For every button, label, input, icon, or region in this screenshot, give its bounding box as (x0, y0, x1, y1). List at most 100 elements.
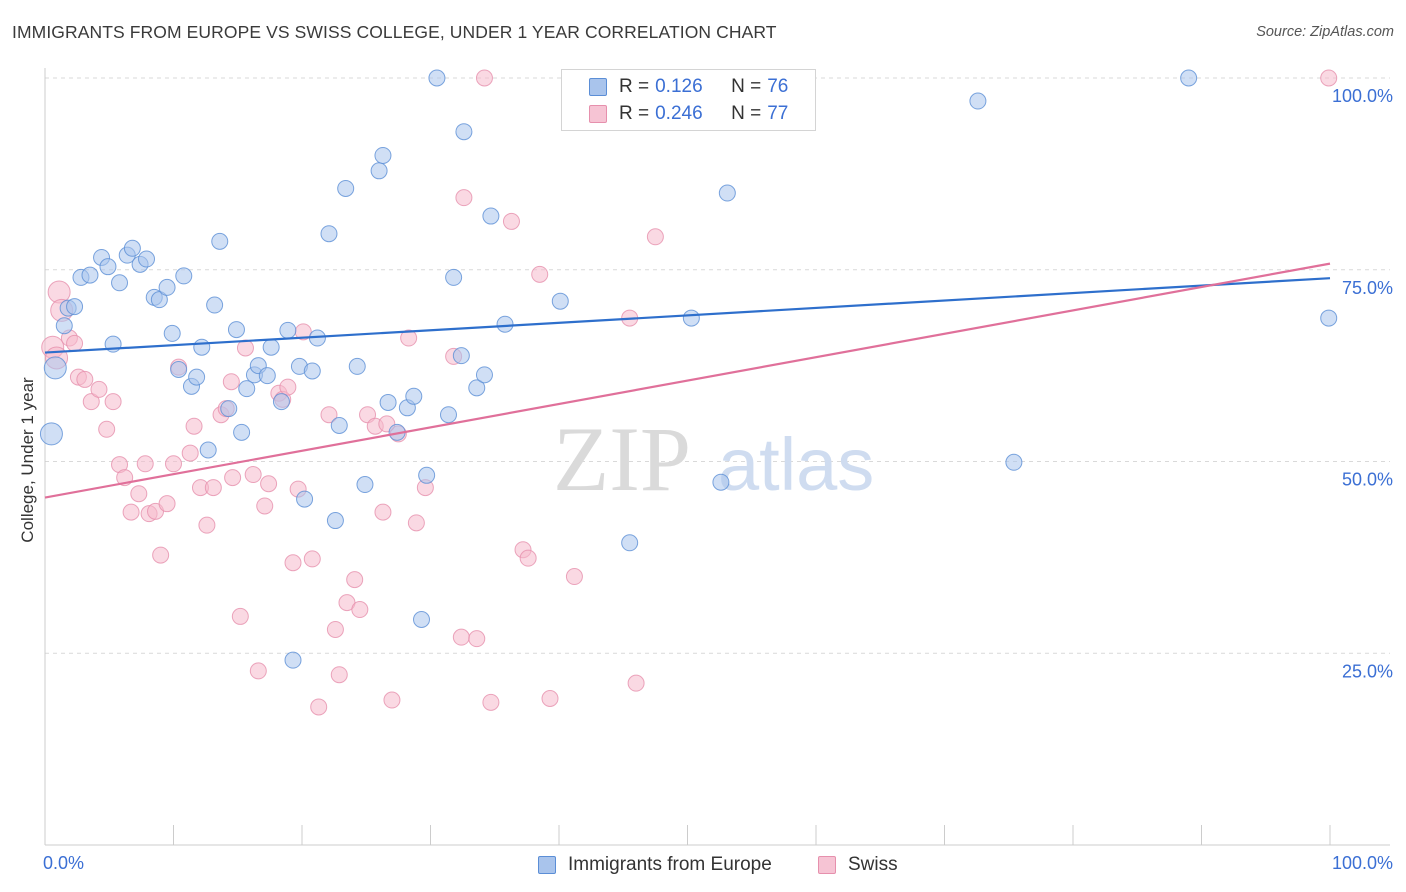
point-europe (55, 317, 73, 335)
point-swiss (541, 690, 559, 708)
bottom-legend-swiss[interactable]: Swiss (818, 852, 898, 878)
point-europe (39, 422, 63, 446)
point-swiss (452, 628, 470, 646)
legend-r-label: R = (619, 103, 650, 124)
source-label: Source: ZipAtlas.com (1256, 24, 1394, 40)
data-points (39, 69, 1338, 716)
bottom-legend-swatch-europe (538, 856, 556, 874)
point-swiss (224, 469, 242, 487)
point-swiss (185, 417, 203, 435)
legend-n-value: 76 (767, 76, 789, 97)
point-swiss (320, 406, 338, 424)
point-europe (99, 258, 117, 276)
legend-swatch-swiss (589, 105, 607, 123)
point-swiss (152, 546, 170, 564)
point-europe (482, 207, 500, 225)
point-europe (682, 309, 700, 327)
trend-line-europe (44, 277, 1331, 354)
y-tick-label: 100.0% (1332, 86, 1393, 106)
axes (44, 68, 1390, 846)
point-europe (551, 292, 569, 310)
legend-n-label: N = (731, 76, 762, 97)
bottom-legend-label-swiss: Swiss (848, 854, 898, 875)
y-tick-label: 25.0% (1342, 661, 1393, 681)
legend-n-label: N = (731, 103, 762, 124)
point-europe (296, 490, 314, 508)
point-swiss (82, 393, 100, 411)
point-swiss (231, 607, 249, 625)
point-europe (206, 296, 224, 314)
y-tick-label: 50.0% (1342, 470, 1393, 490)
point-europe (238, 380, 256, 398)
point-europe (370, 162, 388, 180)
point-swiss (326, 620, 344, 638)
point-swiss (330, 666, 348, 684)
point-europe (418, 466, 436, 484)
point-europe (111, 274, 129, 292)
bottom-legend-europe[interactable]: Immigrants from Europe (538, 852, 772, 878)
chart-title: IMMIGRANTS FROM EUROPE VS SWISS COLLEGE,… (12, 22, 777, 42)
point-europe (43, 356, 67, 380)
point-swiss (468, 630, 486, 648)
point-europe (405, 387, 423, 405)
point-swiss (76, 370, 94, 388)
point-europe (138, 250, 156, 268)
point-swiss (158, 495, 176, 513)
point-europe (1320, 309, 1338, 327)
legend-n-value: 77 (767, 103, 789, 124)
point-europe (379, 393, 397, 411)
point-swiss (122, 503, 140, 521)
point-europe (233, 423, 251, 441)
point-europe (356, 476, 374, 494)
point-europe (496, 315, 514, 333)
point-swiss (98, 420, 116, 438)
point-swiss (181, 444, 199, 462)
x-tick-label: 100.0% (1332, 853, 1393, 873)
point-europe (170, 360, 188, 378)
point-swiss (455, 189, 473, 207)
point-europe (452, 347, 470, 365)
point-europe (374, 146, 392, 164)
point-swiss (260, 475, 278, 493)
point-swiss (244, 466, 262, 484)
point-europe (188, 368, 206, 386)
bottom-legend-swatch-swiss (818, 856, 836, 874)
watermark-zip: ZIP (553, 408, 691, 510)
legend-r-value: 0.246 (655, 103, 703, 124)
bottom-legend-label-europe: Immigrants from Europe (568, 854, 772, 875)
point-europe (326, 512, 344, 530)
point-swiss (646, 228, 664, 246)
point-europe (175, 267, 193, 285)
point-europe (220, 400, 238, 418)
legend-r-label: R = (619, 76, 650, 97)
x-tick-label: 0.0% (43, 853, 84, 873)
point-europe (348, 357, 366, 375)
point-europe (439, 406, 457, 424)
point-swiss (303, 550, 321, 568)
point-swiss (502, 212, 520, 230)
point-europe (123, 239, 141, 257)
point-europe (1005, 453, 1023, 471)
point-swiss (1320, 69, 1338, 87)
point-swiss (531, 265, 549, 283)
point-europe (227, 321, 245, 339)
point-swiss (310, 698, 328, 716)
point-europe (279, 321, 297, 339)
point-swiss (407, 514, 425, 532)
trend-lines (44, 262, 1331, 499)
point-swiss (222, 373, 240, 391)
point-europe (1180, 69, 1198, 87)
point-swiss (136, 455, 154, 473)
point-europe (211, 232, 229, 250)
point-europe (330, 416, 348, 434)
watermark-atlas: atlas (718, 423, 874, 506)
point-europe (193, 338, 211, 356)
point-swiss (284, 554, 302, 572)
point-europe (445, 268, 463, 286)
y-axis-label: College, Under 1 year (18, 377, 37, 543)
point-europe (428, 69, 446, 87)
legend-row-europe: R = 0.126 N = 76 (562, 74, 788, 100)
point-swiss (627, 674, 645, 692)
point-europe (199, 441, 217, 459)
